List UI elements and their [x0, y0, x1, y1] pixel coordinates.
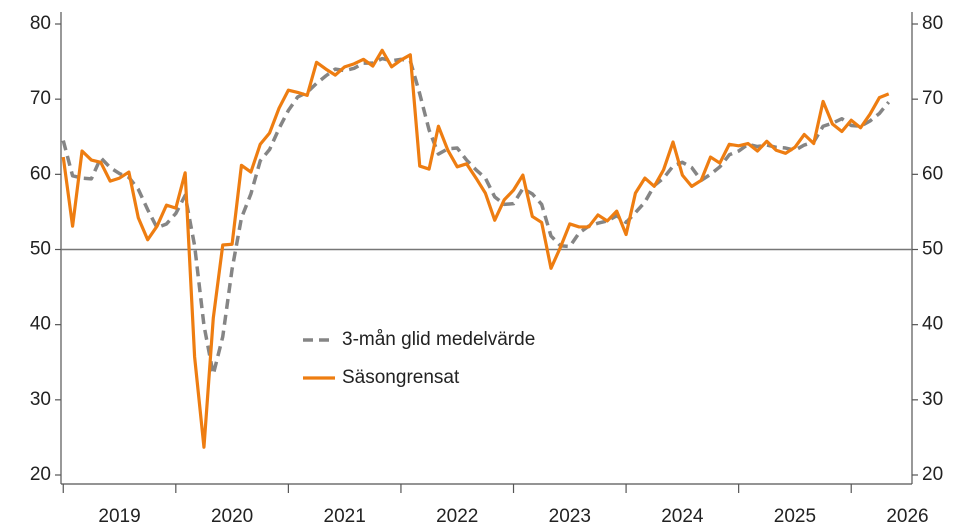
x-tick-label: 2023: [549, 506, 591, 527]
line-series: [61, 56, 891, 377]
y2-tick-label: 80: [922, 13, 943, 34]
x-tick-label: 2025: [774, 506, 816, 527]
y2-tick-label: 50: [922, 239, 943, 260]
y-tick-label: 80: [30, 13, 51, 34]
line-series: [61, 48, 890, 449]
x-tick-label: 2024: [661, 506, 704, 527]
y-tick-label: 50: [30, 239, 51, 260]
legend-label: Säsongrensat: [342, 367, 460, 388]
y-tick-label: 30: [30, 389, 51, 410]
x-tick-label: 2026: [886, 506, 928, 527]
x-tick-label: 2022: [436, 506, 478, 527]
legend-label: 3-mån glid medelvärde: [342, 329, 535, 350]
y2-tick-label: 70: [922, 88, 943, 109]
y-tick-label: 40: [30, 314, 51, 335]
x-tick-label: 2020: [211, 506, 253, 527]
y-tick-label: 20: [30, 464, 51, 485]
y2-tick-label: 60: [922, 163, 943, 184]
y-tick-label: 60: [30, 163, 51, 184]
x-tick-label: 2019: [98, 506, 140, 527]
y2-tick-label: 30: [922, 389, 943, 410]
y2-tick-label: 40: [922, 314, 943, 335]
x-tick-label: 2021: [324, 506, 366, 527]
y-tick-label: 70: [30, 88, 51, 109]
y2-tick-label: 20: [922, 464, 943, 485]
